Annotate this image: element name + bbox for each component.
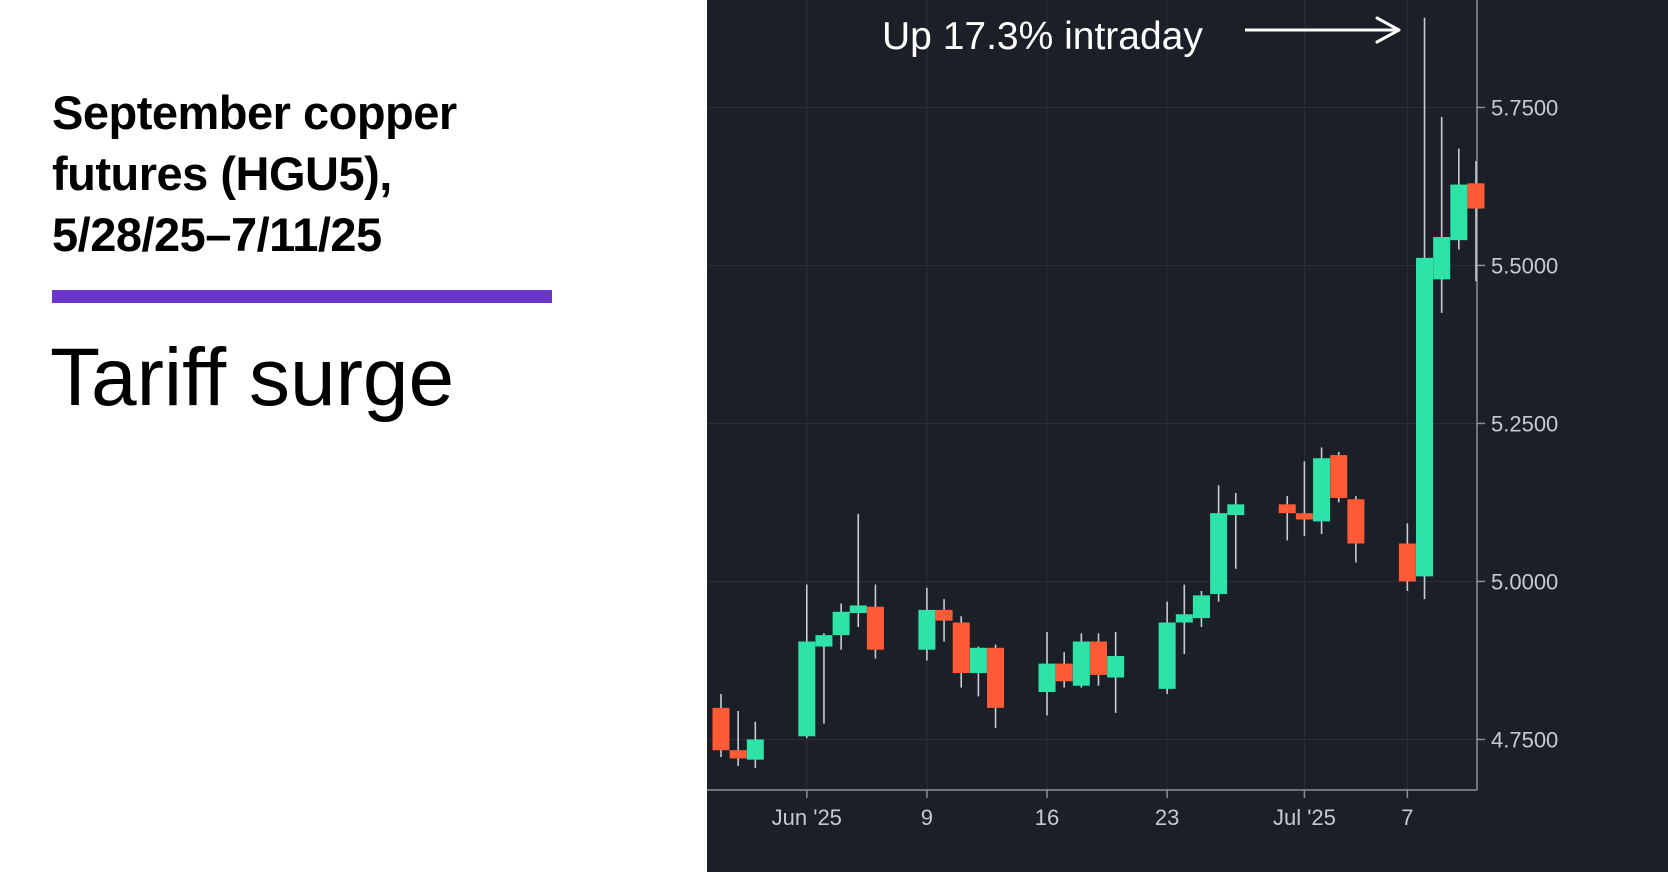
candle-2025-06-12 — [969, 646, 987, 697]
candle-body-down — [1295, 513, 1313, 520]
candle-2025-05-30 — [746, 721, 764, 768]
annotation: Up 17.3% intraday — [882, 15, 1401, 58]
x-tick-label-1: 9 — [921, 805, 933, 830]
chart-title-line-3: 5/28/25–7/11/25 — [52, 208, 382, 261]
candle-body-down — [1278, 504, 1296, 514]
candle-body-up — [1210, 513, 1228, 595]
candle-body-down — [729, 750, 747, 759]
candle-body-down — [935, 609, 953, 621]
candle-2025-06-19 — [1090, 633, 1107, 686]
tick-labels: 4.7500 5.0000 5.2500 5.5000 5.7500 Jun '25 9 16… — [772, 95, 1559, 830]
candle-body-up — [746, 739, 764, 760]
candle-2025-06-30 — [1278, 496, 1296, 541]
annotation-label: Up 17.3% intraday — [882, 15, 1203, 58]
candle-2025-06-27 — [1227, 492, 1245, 569]
candle-body-down — [1330, 455, 1348, 499]
candle-2025-06-23 — [1158, 601, 1176, 694]
candlestick-chart: 4.7500 5.0000 5.2500 5.5000 5.7500 Jun '25 9 16… — [707, 0, 1668, 872]
candle-2025-06-02 — [798, 584, 816, 739]
candle-body-up — [1313, 458, 1331, 522]
candle-2025-06-13 — [987, 644, 1005, 729]
candle-body-up — [1227, 504, 1245, 516]
candle-2025-05-29 — [729, 711, 747, 766]
candle-body-down — [1090, 641, 1107, 675]
candle-2025-06-03 — [815, 633, 833, 724]
x-tick-label-2: 16 — [1035, 805, 1059, 830]
candle-body-down — [1347, 499, 1365, 544]
candle-2025-07-11 — [1467, 161, 1485, 282]
y-tick-label-0: 4.7500 — [1491, 727, 1558, 752]
chart-panel: 4.7500 5.0000 5.2500 5.5000 5.7500 Jun '25 9 16… — [707, 0, 1668, 872]
candle-2025-07-03 — [1330, 451, 1348, 503]
candle-body-up — [815, 635, 833, 647]
candle-2025-07-10 — [1450, 148, 1468, 250]
accent-divider — [52, 290, 552, 303]
candle-2025-06-06 — [866, 584, 884, 659]
candle-body-up — [1450, 184, 1468, 241]
y-tick-label-2: 5.2500 — [1491, 411, 1558, 436]
candle-2025-06-20 — [1107, 632, 1125, 713]
candle-body-up — [918, 609, 936, 650]
chart-title-line-1: September copper — [52, 86, 457, 139]
candle-2025-07-01 — [1295, 461, 1313, 536]
left-panel: September copper futures (HGU5), 5/28/25… — [0, 0, 700, 872]
candle-body-down — [712, 707, 730, 751]
chart-title-line-2: futures (HGU5), — [52, 147, 392, 200]
candle-body-up — [1072, 641, 1090, 686]
chart-background — [707, 0, 1668, 872]
candle-2025-06-11 — [952, 616, 970, 688]
x-tick-label-0: Jun '25 — [772, 805, 842, 830]
candle-body-up — [798, 641, 816, 737]
candle-body-down — [1467, 183, 1485, 209]
candles — [712, 17, 1485, 768]
candle-body-up — [969, 647, 987, 674]
candle-2025-06-16 — [1038, 632, 1056, 716]
candle-2025-06-09 — [918, 587, 936, 661]
candle-2025-05-28 — [712, 693, 730, 758]
candle-body-up — [1038, 663, 1056, 693]
grid-lines — [707, 0, 1477, 790]
x-tick-label-5: 7 — [1401, 805, 1413, 830]
candle-2025-06-24 — [1175, 584, 1193, 655]
candle-body-up — [1158, 622, 1176, 689]
candle-body-down — [1398, 543, 1416, 582]
candle-2025-06-10 — [935, 599, 953, 642]
x-tick-label-4: Jul '25 — [1273, 805, 1336, 830]
candle-body-down — [987, 647, 1005, 708]
candle-body-up — [832, 611, 850, 636]
candle-2025-07-02 — [1313, 447, 1331, 535]
candle-body-down — [952, 622, 970, 674]
candle-body-up — [1107, 656, 1125, 678]
candle-body-up — [849, 605, 867, 614]
candle-2025-06-25 — [1192, 590, 1210, 627]
candle-2025-07-09 — [1433, 116, 1451, 313]
candle-2025-07-08 — [1416, 17, 1434, 600]
candle-2025-07-07 — [1398, 523, 1416, 591]
y-tick-label-3: 5.5000 — [1491, 253, 1558, 278]
candle-body-down — [866, 606, 884, 650]
candle-body-down — [1055, 663, 1073, 682]
candle-body-up — [1416, 257, 1434, 577]
chart-title: September copper futures (HGU5), 5/28/25… — [52, 82, 612, 265]
y-tick-label-1: 5.0000 — [1491, 569, 1558, 594]
candle-body-up — [1192, 595, 1210, 619]
candle-2025-06-05 — [849, 513, 867, 627]
y-tick-label-4: 5.7500 — [1491, 95, 1558, 120]
candle-body-up — [1175, 614, 1193, 623]
annotation-arrow-head — [1375, 16, 1401, 44]
candle-2025-06-26 — [1210, 485, 1228, 602]
x-tick-label-3: 23 — [1155, 805, 1179, 830]
axes — [707, 0, 1485, 798]
candle-2025-06-18 — [1072, 633, 1090, 688]
candle-2025-07-04 — [1347, 496, 1365, 563]
candle-2025-06-04 — [832, 603, 850, 650]
candle-body-up — [1433, 237, 1451, 280]
chart-subtitle: Tariff surge — [50, 332, 455, 423]
candle-2025-06-17 — [1055, 652, 1073, 688]
